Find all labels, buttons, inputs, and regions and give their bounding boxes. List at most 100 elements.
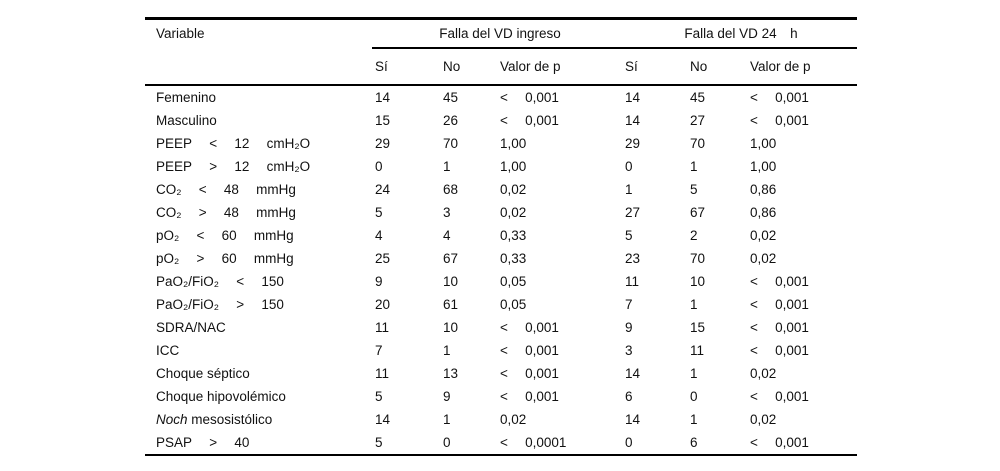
cell-value: < 0,001 (500, 343, 559, 358)
table-row: CO₂ > 48 mmHg 5 3 0,02 27 67 0,86 (145, 201, 857, 224)
row-label-cell: Choque hipovolémico (145, 385, 375, 408)
column-header-no-1: No (443, 58, 461, 74)
row-label: Choque hipovolémico (156, 389, 286, 404)
cell-value: < 0,001 (750, 435, 809, 450)
cell-value: 1 (690, 366, 698, 381)
cell-value: < 0,001 (750, 113, 809, 128)
cell-value: < 0,001 (750, 389, 809, 404)
table-group-header-row: Variable Falla del VD ingreso Falla del … (145, 20, 857, 47)
cell-value: 0,02 (750, 251, 777, 266)
table-row: ICC 7 1 < 0,001 3 11 < 0,001 (145, 339, 857, 362)
table-rule-bottom (145, 454, 857, 456)
cell-value: 26 (443, 113, 459, 128)
row-label-cell: Masculino (145, 109, 375, 132)
cell-value: 24 (375, 182, 391, 197)
cell-value: 1 (690, 412, 698, 427)
cell-value: 5 (375, 389, 383, 404)
table-body: Femenino 14 45 < 0,001 14 45 < 0,001 Mas… (145, 86, 857, 454)
cell-value: 11 (690, 343, 705, 358)
row-label-cell: PaO₂/FiO₂ < 150 (145, 270, 375, 293)
cell-value: 14 (625, 366, 641, 381)
cell-value: < 0,0001 (500, 435, 567, 450)
cell-value: 1,00 (750, 136, 777, 151)
cell-value: 1 (443, 343, 451, 358)
cell-value: 11 (375, 320, 390, 335)
cell-value: 29 (625, 136, 641, 151)
cell-value: 4 (375, 228, 383, 243)
cell-value: 1 (443, 412, 451, 427)
cell-value: 15 (375, 113, 391, 128)
row-label-cell: Femenino (145, 86, 375, 109)
cell-value: 70 (443, 136, 459, 151)
column-header-no-2: No (690, 58, 708, 74)
row-label-italic: Noch (156, 412, 188, 427)
cell-value: 3 (625, 343, 633, 358)
row-label: CO₂ > 48 mmHg (156, 205, 296, 220)
row-label-cell: PEEP < 12 cmH₂O (145, 132, 375, 155)
cell-value: 70 (690, 251, 706, 266)
row-label-cell: Choque séptico (145, 362, 375, 385)
table-row: pO₂ < 60 mmHg 4 4 0,33 5 2 0,02 (145, 224, 857, 247)
cell-value: < 0,001 (750, 343, 809, 358)
cell-value: 0,33 (500, 251, 527, 266)
row-label: PSAP > 40 (156, 435, 250, 450)
cell-value: 9 (443, 389, 451, 404)
column-header-si-1: Sí (375, 58, 388, 74)
table-row: PSAP > 40 5 0 < 0,0001 0 6 < 0,001 (145, 431, 857, 454)
cell-value: 7 (625, 297, 633, 312)
cell-value: 5 (690, 182, 698, 197)
cell-value: 0,02 (750, 228, 777, 243)
column-group-header-ingreso: Falla del VD ingreso (439, 25, 561, 41)
cell-value: 0 (443, 435, 451, 450)
row-label-cell: PSAP > 40 (145, 431, 375, 454)
row-label: CO₂ < 48 mmHg (156, 182, 296, 197)
cell-value: 1,00 (500, 136, 527, 151)
cell-value: 9 (375, 274, 383, 289)
row-label: PaO₂/FiO₂ < 150 (156, 274, 284, 289)
cell-value: 45 (443, 90, 459, 105)
cell-value: 1 (690, 297, 698, 312)
table-rule-group-underline (372, 46, 857, 49)
cell-value: < 0,001 (750, 297, 809, 312)
column-header-p-1: Valor de p (500, 58, 561, 74)
cell-value: 10 (690, 274, 706, 289)
subheader-spacer (145, 49, 375, 84)
row-label-cell: SDRA/NAC (145, 316, 375, 339)
cell-value: 14 (625, 90, 641, 105)
cell-value: 0,02 (500, 182, 527, 197)
cell-value: < 0,001 (500, 90, 559, 105)
row-label-cell: CO₂ > 48 mmHg (145, 201, 375, 224)
column-header-si-2: Sí (625, 58, 638, 74)
cell-value: 7 (375, 343, 383, 358)
table-subheader-row: Sí No Valor de p Sí No Valor de p (145, 49, 857, 84)
cell-value: 14 (375, 412, 391, 427)
cell-value: < 0,001 (750, 274, 809, 289)
cell-value: 1 (625, 182, 633, 197)
cell-value: 10 (443, 320, 459, 335)
cell-value: < 0,001 (500, 366, 559, 381)
row-label-cell: CO₂ < 48 mmHg (145, 178, 375, 201)
cell-value: 0,05 (500, 274, 527, 289)
table-rule-top (145, 17, 857, 20)
cell-value: < 0,001 (500, 113, 559, 128)
table-row: SDRA/NAC 11 10 < 0,001 9 15 < 0,001 (145, 316, 857, 339)
cell-value: 0,86 (750, 182, 777, 197)
row-label: Masculino (156, 113, 217, 128)
cell-value: 27 (690, 113, 706, 128)
cell-value: < 0,001 (750, 320, 809, 335)
cell-value: 9 (625, 320, 633, 335)
cell-value: 68 (443, 182, 459, 197)
cell-value: 1,00 (750, 159, 777, 174)
cell-value: 11 (375, 366, 390, 381)
cell-value: 15 (690, 320, 706, 335)
cell-value: 14 (625, 412, 641, 427)
cell-value: 0 (690, 389, 698, 404)
table-row: PEEP < 12 cmH₂O 29 70 1,00 29 70 1,00 (145, 132, 857, 155)
column-group-header-24h: Falla del VD 24 h (684, 25, 798, 41)
row-label: ICC (156, 343, 180, 358)
cell-value: 23 (625, 251, 641, 266)
cell-value: 5 (375, 205, 383, 220)
row-label: PaO₂/FiO₂ > 150 (156, 297, 284, 312)
table-row: Choque hipovolémico 5 9 < 0,001 6 0 < 0,… (145, 385, 857, 408)
